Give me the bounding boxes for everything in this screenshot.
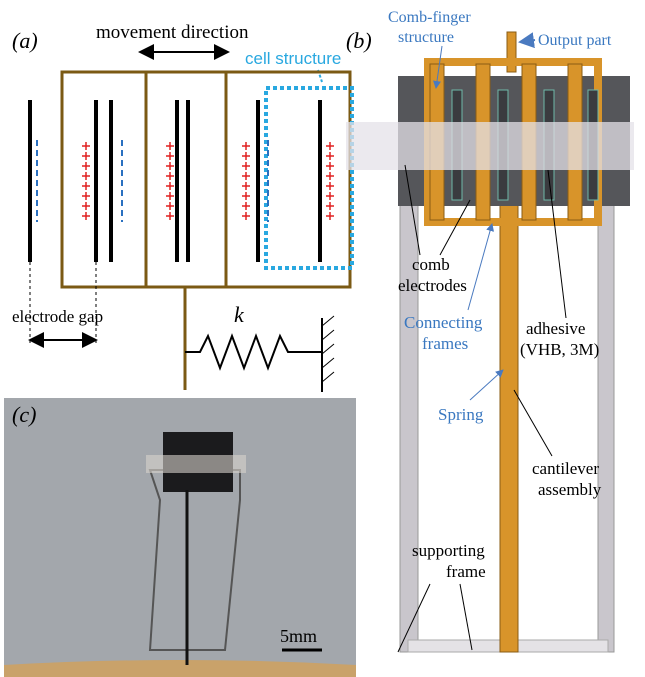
adhesive-band [346,122,634,170]
positive-charge [82,182,90,190]
pointer [468,224,492,310]
pointer [514,390,552,456]
positive-charge [242,172,250,180]
spring [185,336,322,368]
device-band [146,455,246,473]
panel-a: (a) movement direction cell structure el… [12,22,352,392]
cell-box [266,88,352,268]
positive-charge [82,192,90,200]
positive-charge [166,162,174,170]
positive-charge [326,172,334,180]
output-label: Output part [538,32,612,49]
positive-charge [242,192,250,200]
base [4,660,356,677]
positive-charge [82,162,90,170]
panel-label: (c) [12,402,36,427]
positive-charge [326,182,334,190]
scale-label: 5mm [280,626,317,646]
positive-charge [326,142,334,150]
positive-charge [326,192,334,200]
electrodes [30,100,334,262]
positive-charge [82,172,90,180]
positive-charge [326,202,334,210]
positive-charge [166,192,174,200]
panel-c: (c) 5mm [4,398,356,677]
positive-charge [166,172,174,180]
positive-charge [166,202,174,210]
cantilever [500,190,518,652]
adhesive-label: adhesive(VHB, 3M) [520,319,599,359]
positive-charge [82,142,90,150]
gap-label: electrode gap [12,307,103,326]
positive-charge [82,202,90,210]
positive-charge [242,202,250,210]
positive-charge [326,162,334,170]
frame [62,72,350,287]
positive-charge [82,212,90,220]
positive-charge [242,182,250,190]
positive-charge [166,152,174,160]
positive-charge [242,162,250,170]
positive-charge [242,142,250,150]
wall-hatch [322,316,334,382]
figure: (a) movement direction cell structure el… [0,0,645,677]
positive-charge [242,212,250,220]
pointer [470,370,503,400]
positive-charge [82,152,90,160]
positive-charge [166,142,174,150]
cell-label: cell structure [245,49,341,68]
positive-charge [166,212,174,220]
panel-label: (b) [346,28,372,53]
positive-charge [326,152,334,160]
pointer [520,40,535,42]
spring-label: Spring [438,405,484,424]
positive-charge [326,212,334,220]
movement-label: movement direction [96,22,249,43]
positive-charge [166,182,174,190]
panel-label: (a) [12,28,38,53]
support-right [598,190,614,652]
positive-charge [242,152,250,160]
spring-label: k [234,302,245,327]
